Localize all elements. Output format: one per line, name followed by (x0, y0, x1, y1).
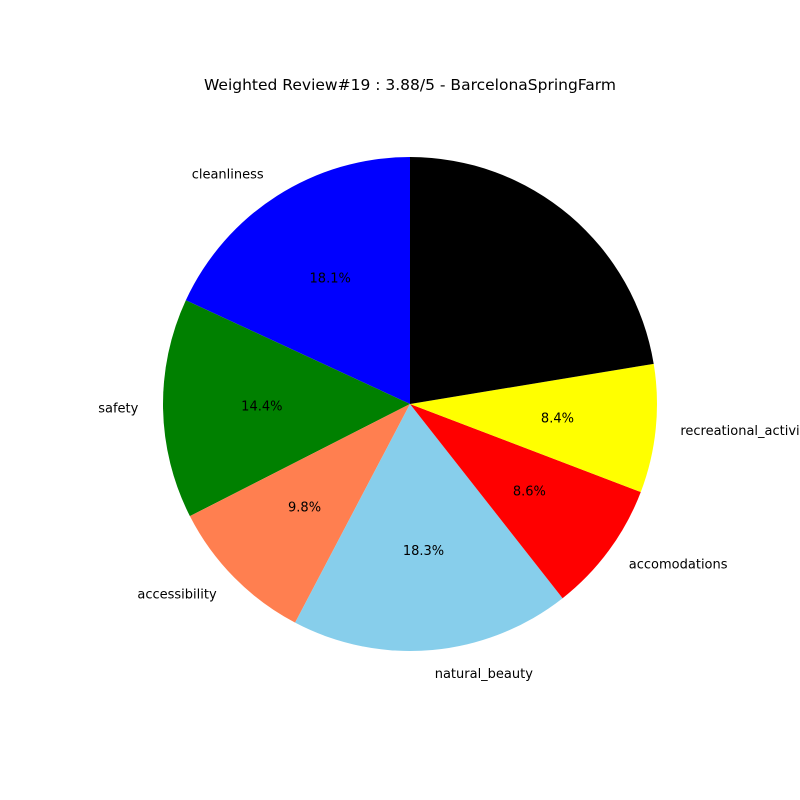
slice-label-cleanliness: cleanliness (192, 168, 264, 183)
pie-slice-accomodations (410, 404, 641, 599)
pie-slice-accessibility (189, 404, 410, 623)
slice-pct-label-accomodations: 8.6% (513, 484, 546, 499)
slice-pct-label-recreational-activities: 8.4% (541, 411, 574, 426)
slice-label-recreational-activities: recreational_activities (680, 424, 800, 439)
slice-pct-label-cleanliness: 18.1% (310, 272, 351, 287)
slice-pct-label-accessibility: 9.8% (288, 501, 321, 516)
slice-label-natural-beauty: natural_beauty (435, 667, 534, 682)
slice-pct-label-natural-beauty: 18.3% (403, 544, 444, 559)
pie-labels: cleanliness 18.1% safety 14.4% accessibility… (98, 168, 800, 683)
slice-label-accomodations: accomodations (629, 558, 728, 573)
pie-slice-recreational-activities (410, 363, 657, 493)
pie-slice-safety (162, 300, 410, 517)
pie-slice-cleanliness (185, 157, 410, 404)
slice-label-accessibility: accessibility (137, 587, 217, 602)
pie-slice-unlabeled (410, 157, 654, 404)
slice-pct-label-safety: 14.4% (241, 399, 282, 414)
slice-label-safety: safety (98, 402, 138, 417)
pie-slices (162, 157, 657, 651)
pie-slice-natural-beauty (295, 404, 563, 651)
chart-title: Weighted Review#19 : 3.88/5 - BarcelonaS… (204, 76, 616, 94)
